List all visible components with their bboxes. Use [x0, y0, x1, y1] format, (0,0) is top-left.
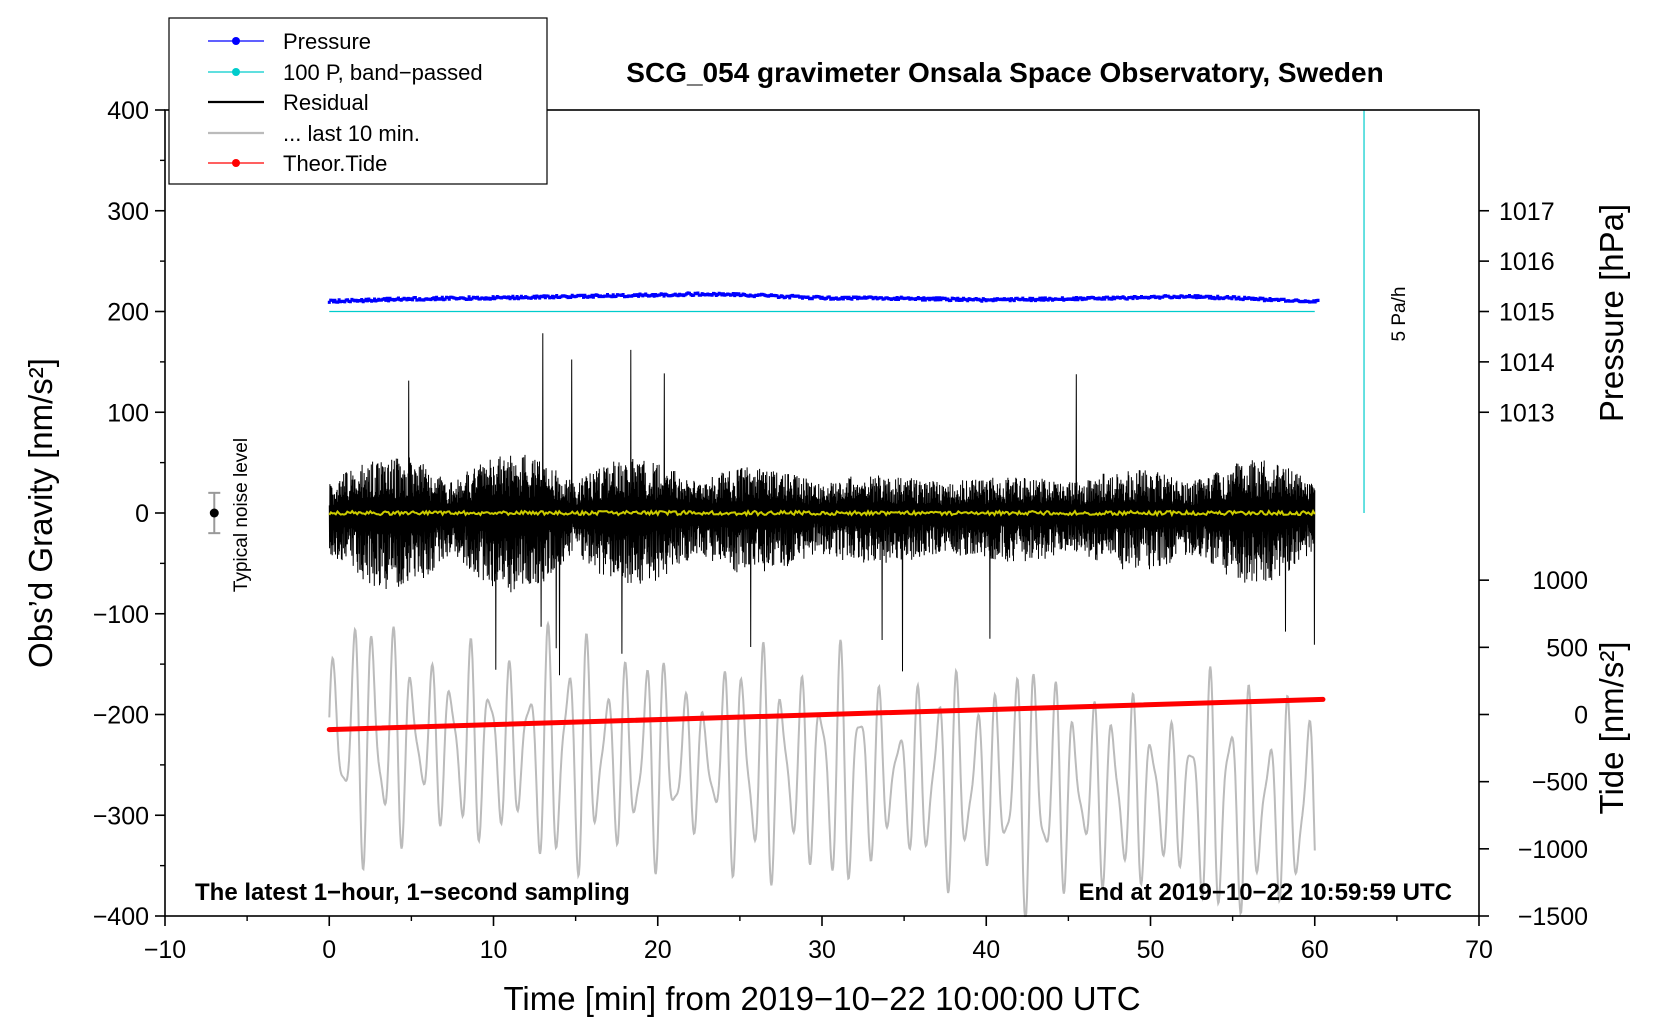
- smoothed-residual-trace: [328, 508, 1316, 518]
- y-tick-label: −300: [93, 802, 149, 830]
- y-tick-label: 0: [135, 500, 149, 528]
- pressure-tick-label: 1013: [1499, 399, 1555, 427]
- pressure-tick-label: 1017: [1499, 198, 1555, 226]
- pressure-axis-title: Pressure [hPa]: [1593, 204, 1630, 422]
- residual-trace: [328, 333, 1316, 676]
- y-tick-label: 300: [107, 198, 149, 226]
- legend-label-residual: Residual: [283, 90, 369, 115]
- theor-tide-line: [326, 696, 1326, 733]
- y-tick-label: 400: [107, 97, 149, 125]
- y-tick-label: 100: [107, 399, 149, 427]
- y-tick-label: −400: [93, 903, 149, 931]
- legend-item-residual: Residual: [208, 90, 369, 115]
- y-tick-label: −200: [93, 702, 149, 730]
- tide-tick-label: 1000: [1532, 567, 1588, 595]
- tide-tick-label: −1500: [1518, 903, 1588, 931]
- x-tick-label: 40: [972, 936, 1000, 964]
- sampling-note: The latest 1−hour, 1−second sampling: [195, 879, 630, 906]
- x-tick-label: 0: [322, 936, 336, 964]
- y-tick-label: 200: [107, 299, 149, 327]
- pressure-tick-label: 1014: [1499, 349, 1555, 377]
- x-tick-label: −10: [144, 936, 186, 964]
- legend-label-pressure: Pressure: [283, 29, 371, 54]
- legend: Pressure 100 P, band−passed Residual ...…: [168, 17, 548, 185]
- legend-swatch-tide-dot: [232, 159, 240, 167]
- chart-title: SCG_054 gravimeter Onsala Space Observat…: [626, 57, 1383, 88]
- legend-label-last-10-min: ... last 10 min.: [283, 121, 420, 146]
- legend-swatch-bandpass-dot: [232, 68, 240, 76]
- tide-tick-label: 500: [1546, 634, 1588, 662]
- pressure-trace: [327, 291, 1320, 304]
- scale-bar-label: 5 Pa/h: [1389, 287, 1410, 342]
- x-tick-label: 10: [480, 936, 508, 964]
- legend-item-last-10-min: ... last 10 min.: [208, 121, 420, 146]
- legend-swatch-pressure-dot: [232, 37, 240, 45]
- axes: −10 0 10 20 30 40 50 60 70−400−300−200−100010020…: [93, 97, 1588, 964]
- last-10-min-trace: [328, 620, 1316, 917]
- x-tick-label: 70: [1465, 936, 1493, 964]
- legend-label-band-passed: 100 P, band−passed: [283, 60, 483, 85]
- tide-tick-label: 0: [1574, 702, 1588, 730]
- noise-level-label: Typical noise level: [231, 438, 252, 592]
- x-tick-label: 20: [644, 936, 672, 964]
- y-tick-label: −100: [93, 601, 149, 629]
- legend-item-pressure: Pressure: [208, 29, 371, 54]
- x-tick-label: 50: [1137, 936, 1165, 964]
- noise-point: [209, 508, 219, 518]
- x-tick-label: 30: [808, 936, 836, 964]
- x-axis-title: Time [min] from 2019−10−22 10:00:00 UTC: [503, 980, 1140, 1017]
- legend-item-band-passed: 100 P, band−passed: [208, 60, 483, 85]
- pressure-tick-label: 1015: [1499, 299, 1555, 327]
- tide-tick-label: −500: [1532, 769, 1588, 797]
- tide-axis-title: Tide [nm/s²]: [1593, 642, 1630, 815]
- legend-item-theor-tide: Theor.Tide: [208, 151, 387, 176]
- tide-tick-label: −1000: [1518, 836, 1588, 864]
- legend-label-theor-tide: Theor.Tide: [283, 151, 387, 176]
- end-time-note: End at 2019−10−22 10:59:59 UTC: [1078, 879, 1452, 906]
- pressure-tick-label: 1016: [1499, 248, 1555, 276]
- x-tick-label: 60: [1301, 936, 1329, 964]
- plot-area: [208, 110, 1365, 917]
- y-axis-title: Obs’d Gravity [nm/s²]: [22, 358, 59, 668]
